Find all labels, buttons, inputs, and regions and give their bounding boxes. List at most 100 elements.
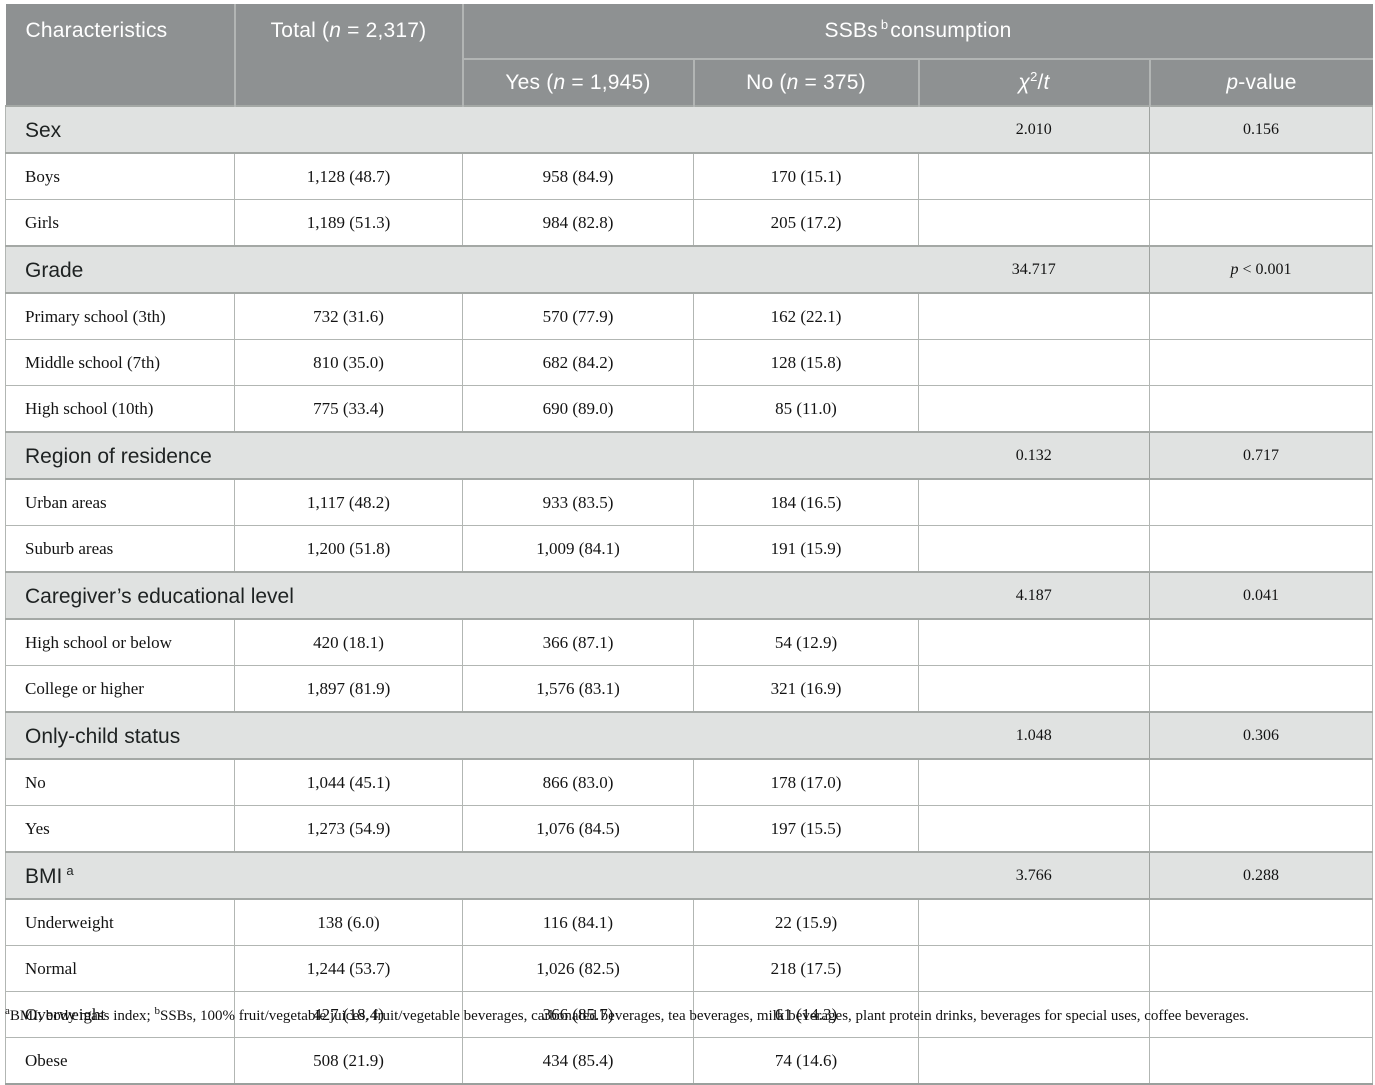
row-label: Middle school (7th) (5, 339, 235, 386)
section-row-region: Region of residence 0.132 0.717 (5, 431, 1374, 480)
empty-cell (1148, 898, 1374, 946)
total-cell: 1,244 (53.7) (234, 945, 463, 992)
header-p-value: p-value (1148, 59, 1373, 106)
row-label: Yes (5, 805, 235, 853)
section-label: Grade (5, 245, 919, 294)
header-row-1: Characteristics Total (n = 2,317) SSBs bc… (5, 4, 1373, 106)
yes-cell: 1,576 (83.1) (462, 665, 694, 713)
section-row-caregiver-education: Caregiver’s educational level 4.187 0.04… (5, 571, 1374, 620)
yes-cell: 1,076 (84.5) (462, 805, 694, 853)
table-row-onlychild-no: No 1,044 (45.1) 866 (83.0) 178 (17.0) (5, 758, 1374, 806)
row-label: Urban areas (5, 478, 235, 526)
empty-cell (1148, 292, 1374, 340)
empty-cell (1148, 991, 1374, 1038)
chi-square-value: 0.132 (918, 431, 1150, 480)
header-characteristics: Characteristics (5, 4, 235, 106)
yes-cell: 116 (84.1) (462, 898, 694, 946)
empty-cell (1148, 1037, 1374, 1085)
p-value: 0.306 (1148, 711, 1374, 760)
header-row-2: Yes (n = 1,945) No (n = 375) χ2/t p-valu… (6, 59, 1373, 106)
no-cell: 162 (22.1) (693, 292, 919, 340)
empty-cell (918, 385, 1150, 433)
footnote-marker-a: a (66, 862, 74, 878)
empty-cell (918, 292, 1150, 340)
row-label: No (5, 758, 235, 806)
no-cell: 74 (14.6) (693, 1037, 919, 1085)
empty-cell (918, 665, 1150, 713)
table-row-overweight: Overweight 427 (18.4) 366 (85.7) 61 (14.… (5, 991, 1374, 1038)
italic-n: n (786, 70, 799, 94)
row-label: Overweight (5, 991, 235, 1038)
empty-cell (918, 898, 1150, 946)
table-row-girls: Girls 1,189 (51.3) 984 (82.8) 205 (17.2) (5, 199, 1374, 247)
table-row-primary-school: Primary school (3th) 732 (31.6) 570 (77.… (5, 292, 1374, 340)
row-label: Normal (5, 945, 235, 992)
empty-cell (1148, 478, 1374, 526)
total-cell: 1,128 (48.7) (234, 152, 463, 200)
total-cell: 1,044 (45.1) (234, 758, 463, 806)
total-cell: 427 (18.4) (234, 991, 463, 1038)
no-cell: 178 (17.0) (693, 758, 919, 806)
section-label: Only-child status (5, 711, 919, 760)
yes-cell: 958 (84.9) (462, 152, 694, 200)
yes-cell: 682 (84.2) (462, 339, 694, 386)
no-cell: 205 (17.2) (693, 199, 919, 247)
p-value: 0.041 (1148, 571, 1374, 620)
no-cell: 197 (15.5) (693, 805, 919, 853)
empty-cell (918, 339, 1150, 386)
no-cell: 191 (15.9) (693, 525, 919, 573)
total-cell: 138 (6.0) (234, 898, 463, 946)
yes-cell: 366 (87.1) (462, 618, 694, 666)
table-row-underweight: Underweight 138 (6.0) 116 (84.1) 22 (15.… (5, 898, 1374, 946)
empty-cell (918, 478, 1150, 526)
chi-square-value: 1.048 (918, 711, 1150, 760)
row-label: Suburb areas (5, 525, 235, 573)
table-footnote: aBMI, body mass index; bSSBs, 100% fruit… (5, 1005, 1249, 1025)
empty-cell (918, 805, 1150, 853)
row-label: Primary school (3th) (5, 292, 235, 340)
empty-cell (1148, 152, 1374, 200)
total-cell: 1,273 (54.9) (234, 805, 463, 853)
table-row-obese: Obese 508 (21.9) 434 (85.4) 74 (14.6) (5, 1037, 1374, 1085)
table-row-urban: Urban areas 1,117 (48.2) 933 (83.5) 184 … (5, 478, 1374, 526)
no-cell: 128 (15.8) (693, 339, 919, 386)
total-cell: 1,200 (51.8) (234, 525, 463, 573)
statistics-table-wrap: Characteristics Total (n = 2,317) SSBs bc… (5, 4, 1374, 1085)
yes-cell: 366 (85.7) (462, 991, 694, 1038)
yes-cell: 1,026 (82.5) (462, 945, 694, 992)
row-label: Boys (5, 152, 235, 200)
no-cell: 61 (14.3) (693, 991, 919, 1038)
section-row-sex: Sex 2.010 0.156 (5, 105, 1374, 154)
footnote-marker-a: a (5, 1005, 10, 1017)
total-cell: 732 (31.6) (234, 292, 463, 340)
italic-n: n (329, 19, 342, 42)
section-row-only-child: Only-child status 1.048 0.306 (5, 711, 1374, 760)
empty-cell (918, 525, 1150, 573)
yes-cell: 434 (85.4) (462, 1037, 694, 1085)
section-label: BMI a (5, 851, 919, 900)
table-row-suburb: Suburb areas 1,200 (51.8) 1,009 (84.1) 1… (5, 525, 1374, 573)
total-cell: 1,897 (81.9) (234, 665, 463, 713)
header-no: No (n = 375) (692, 59, 919, 106)
table-row-normal: Normal 1,244 (53.7) 1,026 (82.5) 218 (17… (5, 945, 1374, 992)
yes-cell: 933 (83.5) (462, 478, 694, 526)
section-row-grade: Grade 34.717 p < 0.001 (5, 245, 1374, 294)
empty-cell (1148, 665, 1374, 713)
p-value: 0.717 (1148, 431, 1374, 480)
empty-cell (1148, 945, 1374, 992)
total-cell: 420 (18.1) (234, 618, 463, 666)
header-characteristics-label: Characteristics (25, 19, 168, 42)
yes-cell: 570 (77.9) (462, 292, 694, 340)
section-label: Caregiver’s educational level (5, 571, 919, 620)
row-label: High school or below (5, 618, 235, 666)
yes-cell: 690 (89.0) (462, 385, 694, 433)
empty-cell (1148, 385, 1374, 433)
table-row-boys: Boys 1,128 (48.7) 958 (84.9) 170 (15.1) (5, 152, 1374, 200)
yes-cell: 866 (83.0) (462, 758, 694, 806)
yes-cell: 1,009 (84.1) (462, 525, 694, 573)
empty-cell (1148, 758, 1374, 806)
empty-cell (918, 152, 1150, 200)
chi-square-value: 2.010 (918, 105, 1150, 154)
row-label: Obese (5, 1037, 235, 1085)
empty-cell (1148, 339, 1374, 386)
